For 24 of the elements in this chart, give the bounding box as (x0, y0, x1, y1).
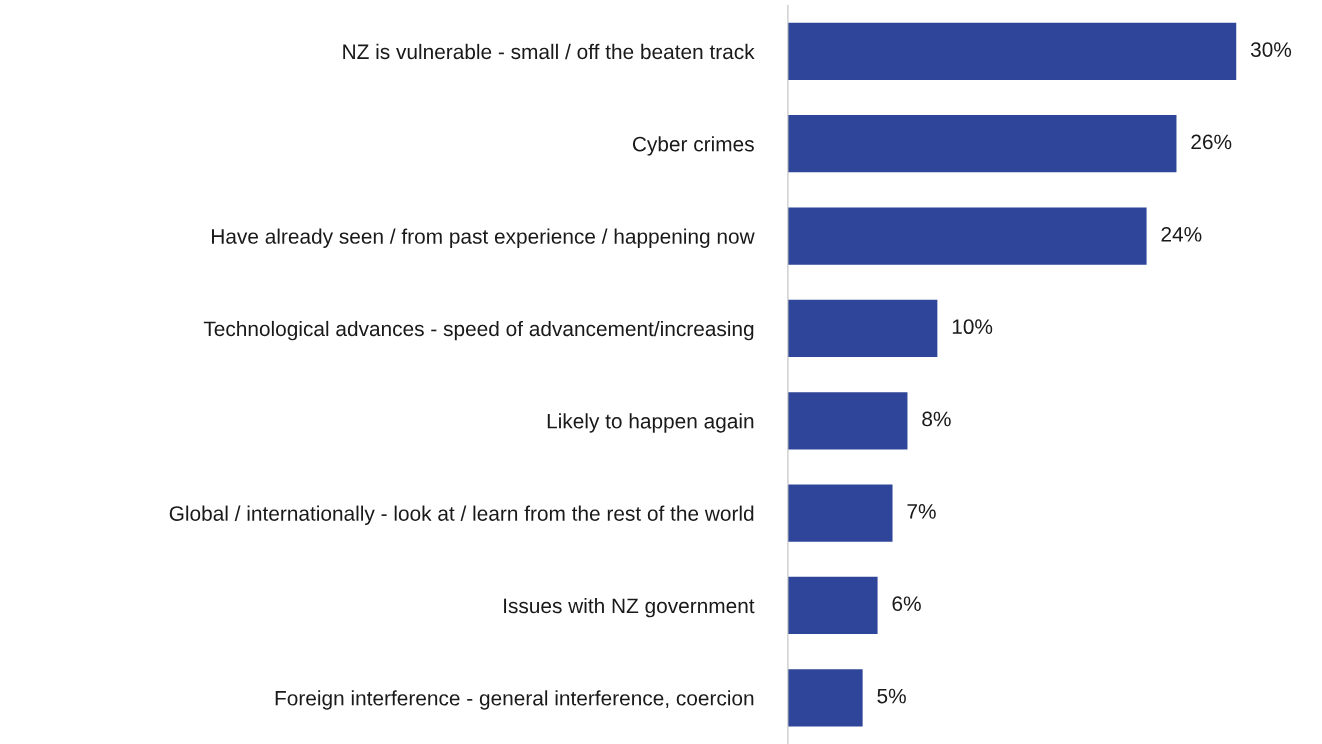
data-label: 8% (922, 411, 951, 427)
data-label: 5% (877, 688, 906, 704)
y-tick-label: Issues with NZ government (504, 597, 755, 618)
data-label: 6% (892, 596, 921, 612)
bar (787, 115, 1177, 173)
bar (787, 392, 908, 450)
bar (787, 484, 893, 542)
data-label: 10% (952, 319, 993, 335)
data-label: 26% (1191, 134, 1232, 150)
data-label: 24% (1161, 226, 1202, 242)
bar (787, 576, 878, 635)
bar (787, 207, 1147, 265)
y-tick-label: Likely to happen again (547, 413, 754, 433)
bar (787, 22, 1237, 81)
bar (787, 299, 938, 358)
y-tick-label: Cyber crimes (632, 136, 754, 156)
data-label: 30% (1250, 42, 1292, 57)
y-tick-label: Global / internationally - look at / learn from the rest of the world (169, 505, 754, 525)
y-tick-label: Technological advances - speed of advancement/increasing (203, 320, 754, 341)
y-tick-label: NZ is vulnerable - small / off the beaten track (343, 43, 755, 60)
y-tick-label: Foreign interference - general interference, coercion (275, 690, 754, 710)
data-label: 7% (907, 504, 936, 519)
y-tick-label: Have already seen / from past experience / happening now (212, 228, 755, 248)
bar (787, 669, 863, 727)
